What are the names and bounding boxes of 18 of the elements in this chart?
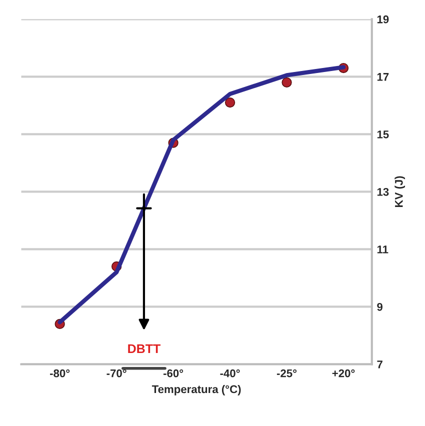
y-tick-label: 7 <box>377 360 382 368</box>
y-tick-label: 9 <box>377 302 383 311</box>
x-tick-label: -80° <box>50 369 70 378</box>
annotation: DBTT <box>128 344 160 354</box>
x-tick-label: -70° <box>106 369 126 378</box>
point <box>282 77 292 88</box>
y-tick-label: 13 <box>377 188 389 196</box>
point <box>224 97 236 108</box>
y-tick-label: 17 <box>377 73 389 81</box>
y-axis-title: KV (J) <box>394 176 406 208</box>
x-tick-label: -40° <box>220 369 240 378</box>
y-tick-label: 15 <box>377 130 389 138</box>
y-tick-label: 11 <box>377 246 388 254</box>
x-tick-label: -60° <box>163 369 184 378</box>
y-tick-label: 19 <box>377 15 389 24</box>
x-tick-label: -25° <box>276 369 297 378</box>
x-tick-label: +20° <box>332 369 355 378</box>
x-axis-title: Temperatura (°C) <box>152 385 241 396</box>
